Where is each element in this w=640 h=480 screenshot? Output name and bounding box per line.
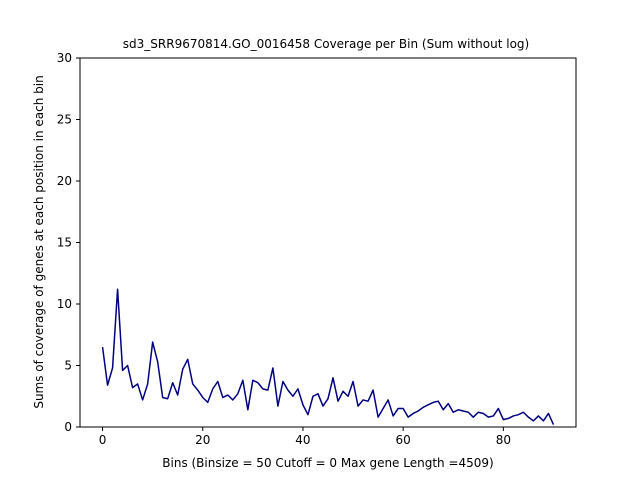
x-axis-label: Bins (Binsize = 50 Cutoff = 0 Max gene L… (162, 456, 493, 470)
x-tick-label: 40 (295, 433, 310, 447)
y-tick-label: 15 (57, 236, 72, 250)
plot-area (79, 57, 577, 428)
x-axis: 0 20 40 60 80 (99, 427, 511, 447)
x-tick-label: 60 (396, 433, 411, 447)
y-tick-label: 0 (64, 420, 72, 434)
y-tick-label: 20 (57, 174, 72, 188)
y-tick-label: 5 (64, 359, 72, 373)
chart-title: sd3_SRR9670814.GO_0016458 Coverage per B… (123, 37, 529, 51)
y-axis-label: Sums of coverage of genes at each positi… (32, 75, 46, 408)
x-tick-label: 80 (496, 433, 511, 447)
x-tick-label: 0 (99, 433, 107, 447)
series-line (101, 288, 555, 425)
y-tick-label: 10 (57, 297, 72, 311)
x-tick-label: 20 (195, 433, 210, 447)
axes-frame (79, 57, 577, 428)
y-tick-label: 25 (57, 113, 72, 127)
y-axis: 0 5 10 15 20 25 30 (57, 51, 80, 434)
y-tick-label: 30 (57, 51, 72, 65)
